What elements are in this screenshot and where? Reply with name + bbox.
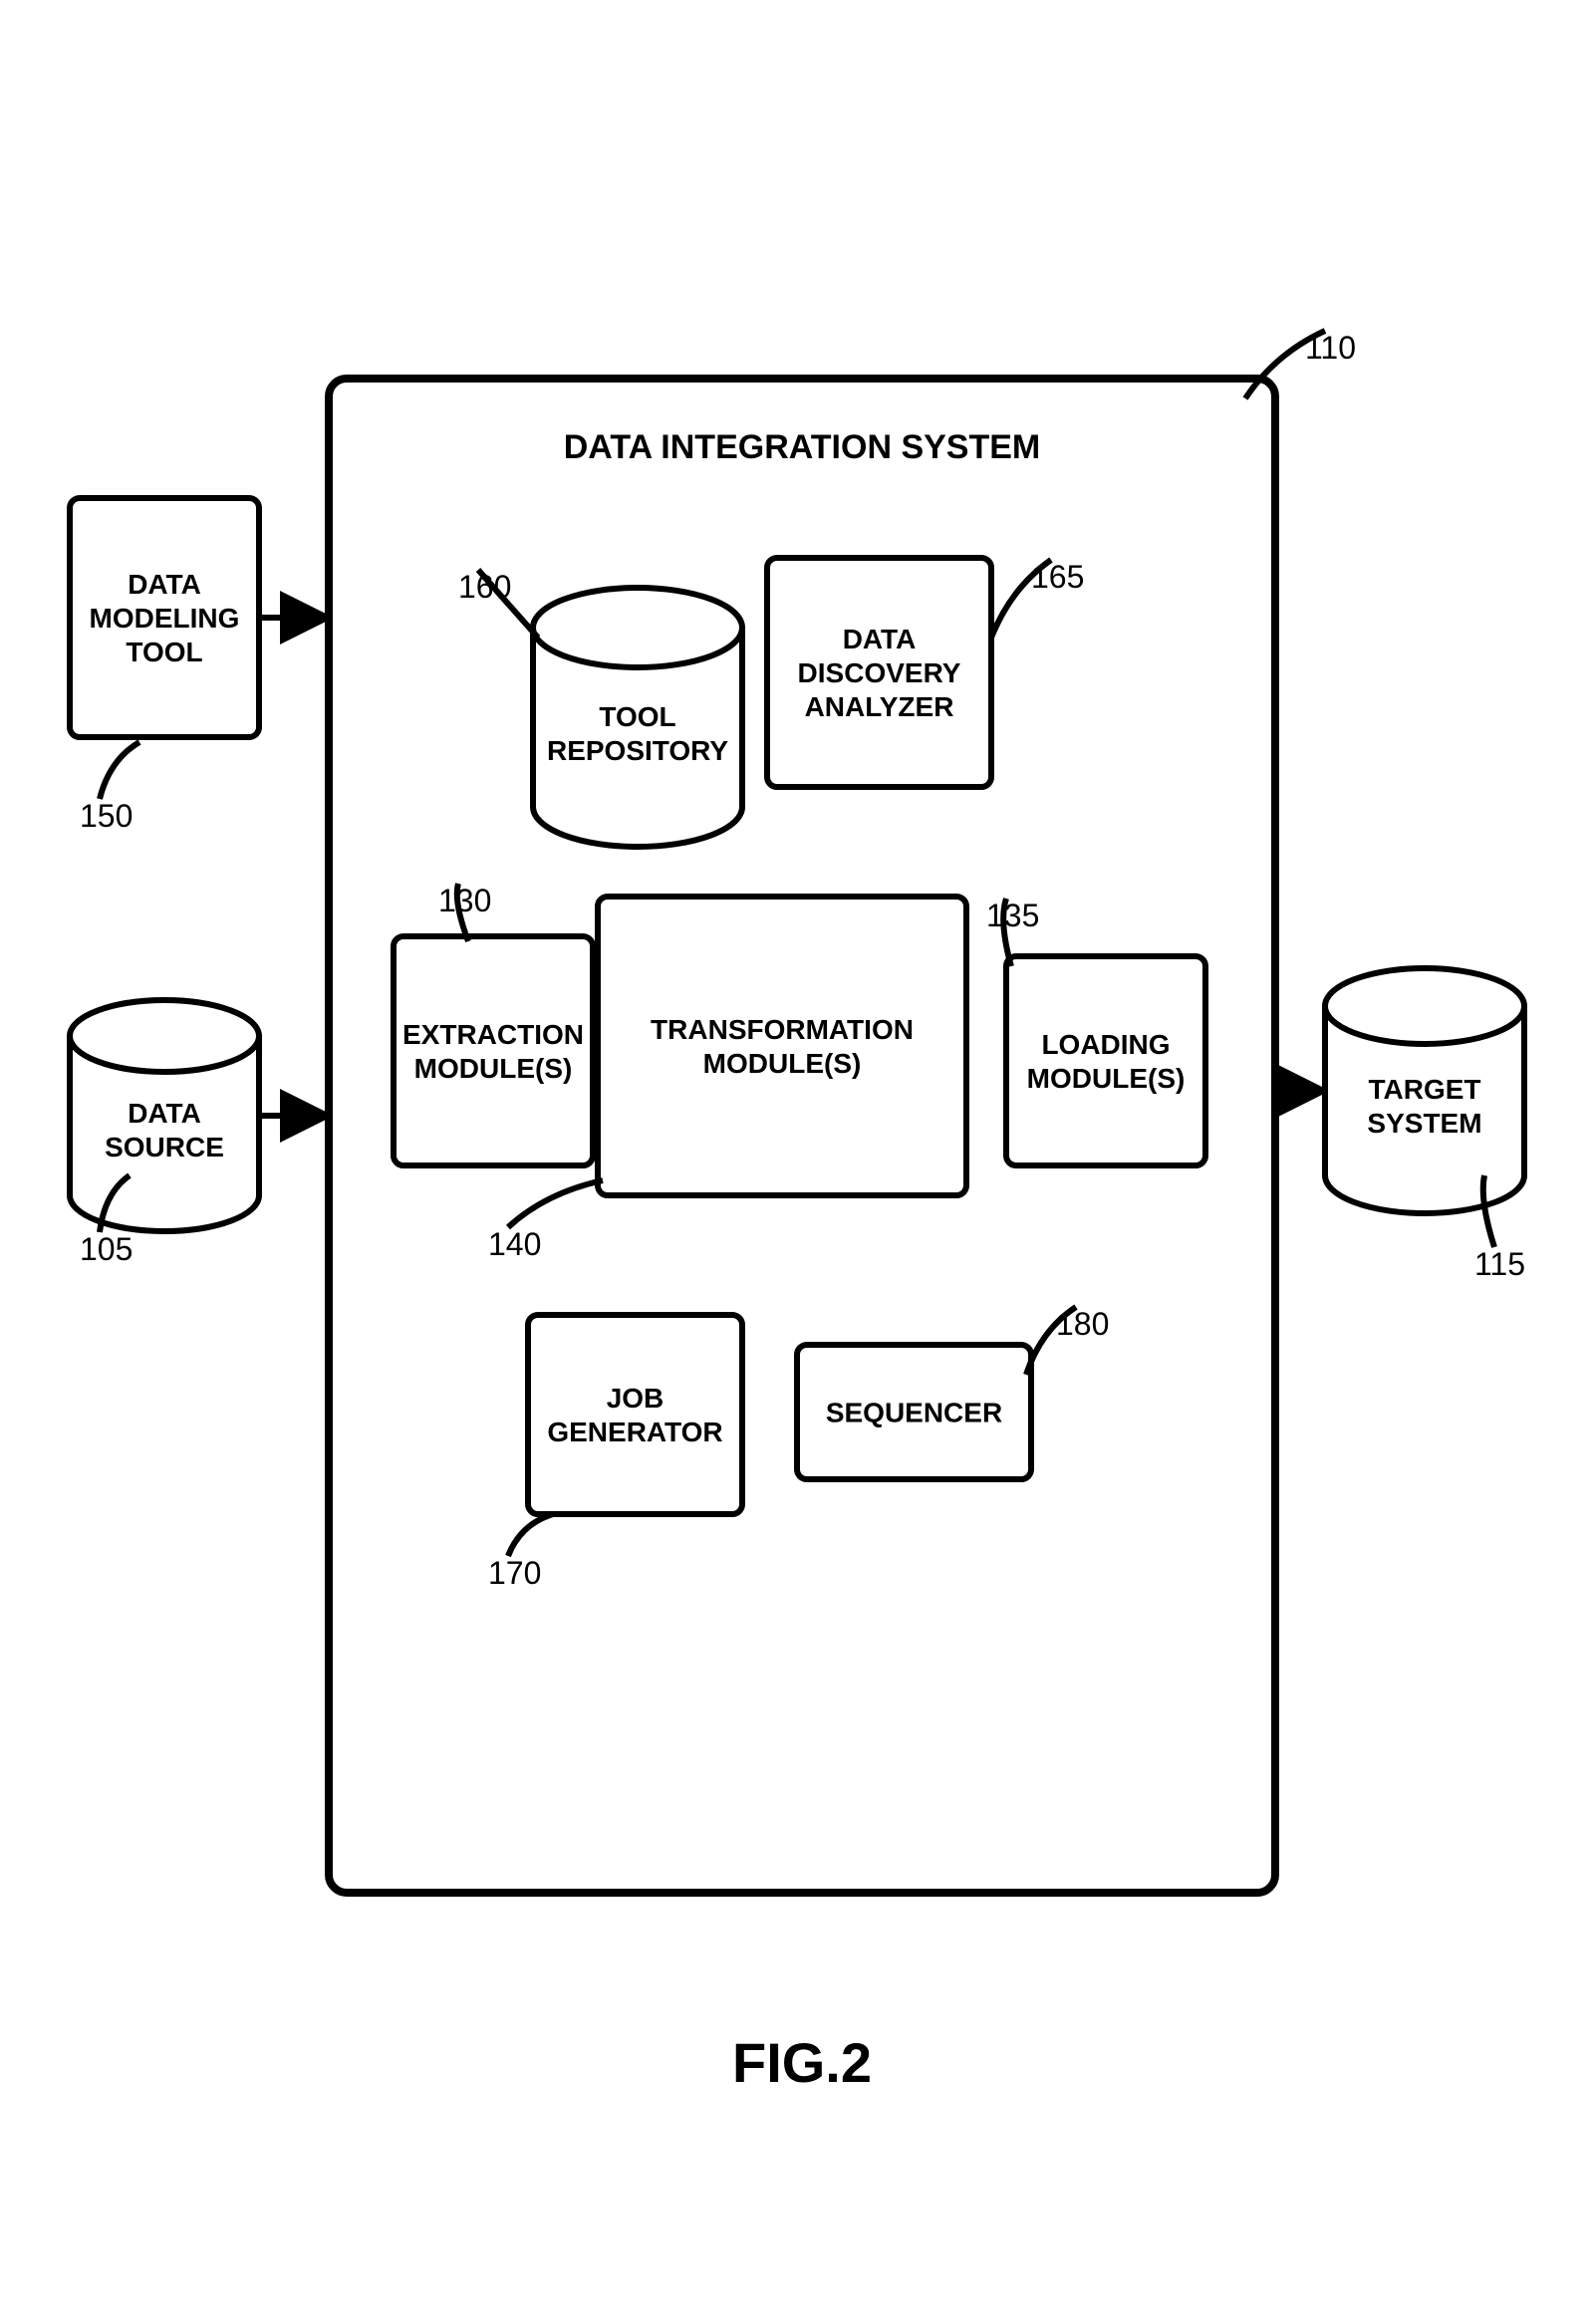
ref-extraction: 130	[438, 883, 491, 918]
label-sequencer: SEQUENCER	[826, 1398, 1002, 1428]
node-loading	[1006, 956, 1205, 1165]
ref-data_source: 105	[80, 1231, 133, 1267]
ref-data_modeling_tool: 150	[80, 798, 133, 834]
ref-transformation: 140	[488, 1226, 541, 1262]
diagram-svg: DATA INTEGRATION SYSTEM110DATAMODELINGTO…	[0, 0, 1595, 2324]
container-title: DATA INTEGRATION SYSTEM	[564, 428, 1041, 466]
node-extraction	[394, 936, 593, 1165]
figure-caption: FIG.2	[732, 2031, 872, 2094]
ref-sequencer: 180	[1056, 1306, 1109, 1342]
node-job_generator	[528, 1315, 742, 1514]
ref-target_system: 115	[1474, 1246, 1525, 1282]
node-transformation	[598, 897, 966, 1195]
ref-data_discovery: 165	[1031, 559, 1084, 595]
ref-job_generator: 170	[488, 1555, 541, 1591]
ref-tool_repository: 160	[458, 569, 511, 605]
ref-container: 110	[1305, 330, 1356, 366]
ref-hook-data_modeling_tool	[100, 742, 139, 799]
ref-loading: 135	[986, 898, 1039, 933]
diagram-root: DATA INTEGRATION SYSTEM110DATAMODELINGTO…	[0, 0, 1595, 2324]
